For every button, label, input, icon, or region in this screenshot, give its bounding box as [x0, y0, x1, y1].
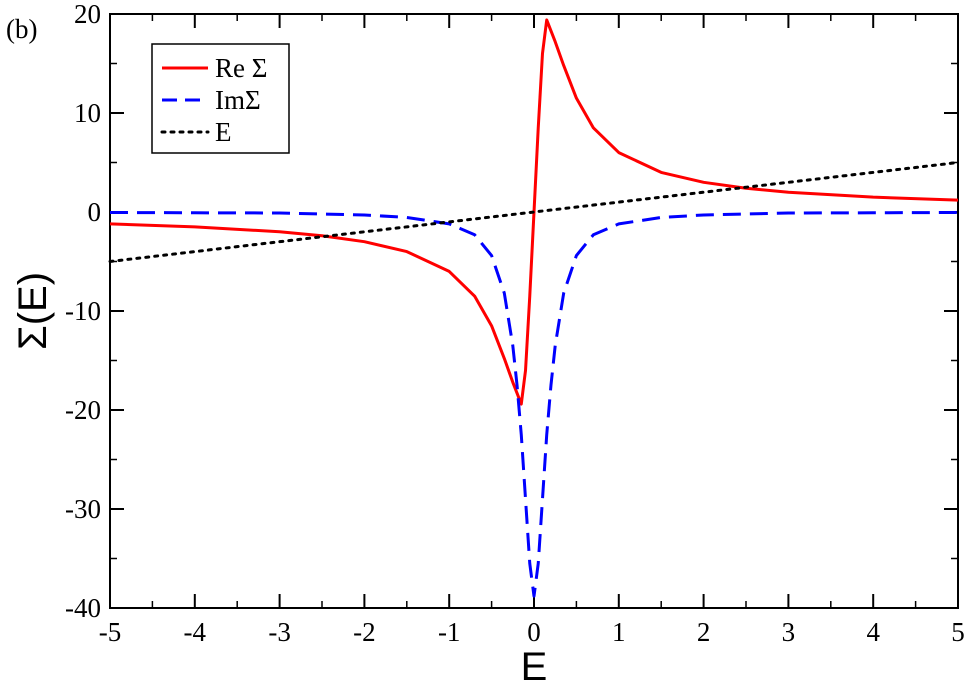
series-line-2	[109, 210, 959, 598]
y-tick-label: 0	[88, 197, 102, 227]
x-tick-label: -2	[353, 617, 376, 647]
y-tick-label: 20	[74, 0, 101, 29]
x-tick-label: 0	[527, 617, 541, 647]
y-axis: -40 -30 -20 -10 0 10 20	[65, 0, 958, 623]
y-tick-label: -10	[65, 296, 101, 326]
x-tick-label: -4	[184, 617, 207, 647]
x-tick-label: -1	[438, 617, 461, 647]
series-line-3	[108, 161, 960, 263]
x-axis: -5 -4 -3 -2 -1 0 1 2 3 4 5	[99, 14, 965, 647]
y-tick-label: -20	[65, 395, 101, 425]
panel-label: (b)	[6, 14, 37, 44]
x-tick-label: 5	[951, 617, 965, 647]
series-layer	[108, 18, 960, 598]
x-tick-label: 4	[866, 617, 880, 647]
x-tick-label: 1	[612, 617, 626, 647]
legend-label-1: Re Σ	[215, 53, 267, 83]
y-tick-label: 10	[74, 98, 101, 128]
y-tick-label: -30	[65, 494, 101, 524]
y-tick-label: -40	[65, 593, 101, 623]
x-axis-title: E	[521, 645, 548, 684]
legend-label-3: E	[215, 117, 232, 147]
x-tick-label: -3	[268, 617, 291, 647]
legend-label-2: ImΣ	[215, 85, 261, 115]
x-tick-label: 2	[697, 617, 711, 647]
y-axis-title: Σ(E)	[11, 272, 55, 350]
x-tick-label: 3	[782, 617, 796, 647]
x-tick-label: -5	[99, 617, 122, 647]
